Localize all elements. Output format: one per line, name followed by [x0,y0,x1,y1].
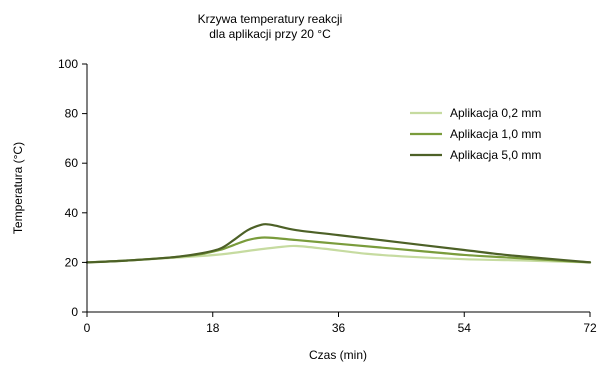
y-axis-label: Temperatura (°C) [11,142,25,234]
legend-label-1: Aplikacja 0,2 mm [450,106,541,120]
y-tick-label: 80 [65,107,79,121]
y-tick-label: 60 [65,156,79,170]
x-tick-label: 72 [583,321,597,335]
x-tick-label: 36 [332,321,346,335]
x-axis-ticks: 0 18 36 54 72 [84,312,597,335]
chart-title: Krzywa temperatury reakcji dla aplikacji… [198,12,343,41]
x-axis-label: Czas (min) [309,348,367,362]
plot-lines [85,223,592,264]
y-tick-label: 20 [65,255,79,269]
y-tick-label: 40 [65,206,79,220]
legend-label-3: Aplikacja 5,0 mm [450,148,541,162]
x-tick-label: 18 [206,321,220,335]
chart-title-line-2: dla aplikacji przy 20 °C [209,27,331,41]
legend: Aplikacja 0,2 mm Aplikacja 1,0 mm Aplikacj… [410,106,541,162]
x-tick-label: 0 [84,321,91,335]
legend-label-2: Aplikacja 1,0 mm [450,127,541,141]
y-tick-label: 100 [58,57,78,71]
series-line-1 [85,244,592,264]
y-axis-ticks: 0 20 40 60 80 100 [58,57,87,319]
series-line-3 [85,223,592,264]
y-tick-label: 0 [71,305,78,319]
chart-title-line-1: Krzywa temperatury reakcji [198,12,343,26]
x-tick-label: 54 [458,321,472,335]
